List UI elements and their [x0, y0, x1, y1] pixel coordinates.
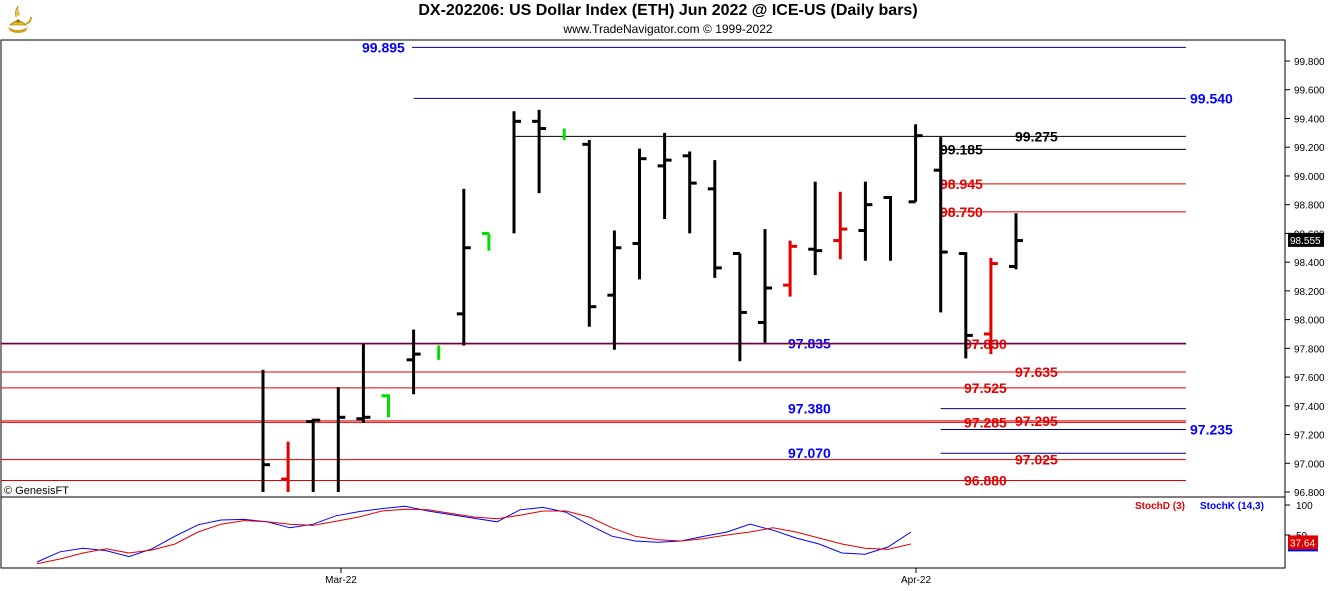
- legend-stoch-d: StochD (3): [1135, 501, 1185, 512]
- price-bar: [933, 137, 948, 313]
- y-tick-label: 97.800: [1294, 344, 1325, 355]
- stoch-line-d: [36, 508, 912, 565]
- price-bar: [481, 231, 491, 251]
- price-bar: [512, 111, 521, 234]
- price-bar: [381, 394, 390, 418]
- y-tick-label: 98.400: [1294, 258, 1325, 269]
- last-price-box: [1288, 232, 1324, 247]
- price-bar: [1009, 213, 1023, 270]
- chart-subtitle: www.TradeNavigator.com © 1999-2022: [563, 22, 773, 36]
- price-bar: [958, 252, 973, 359]
- price-bar: [281, 441, 290, 492]
- price-bar: [336, 387, 346, 492]
- y-tick-label: 99.800: [1294, 57, 1325, 68]
- stoch-last-label: 37.64: [1290, 538, 1315, 549]
- level-label-97.380: 97.380: [788, 401, 831, 417]
- price-bar: [356, 344, 371, 424]
- y-tick-label: 97.600: [1294, 373, 1325, 384]
- x-tick-label: Mar-22: [325, 575, 357, 586]
- level-label-97.525: 97.525: [964, 380, 1007, 396]
- level-label-97.235: 97.235: [1190, 422, 1233, 438]
- y-tick-label: 98.800: [1294, 201, 1325, 212]
- level-label-98.750: 98.750: [940, 204, 983, 220]
- chart-title: DX-202206: US Dollar Index (ETH) Jun 202…: [418, 2, 918, 19]
- genie-lamp-icon: [4, 3, 32, 35]
- level-label-99.185: 99.185: [940, 141, 983, 157]
- y-axis-area: [1290, 0, 1336, 591]
- x-tick-label: Apr-22: [901, 575, 931, 586]
- level-label-99.275: 99.275: [1015, 128, 1058, 144]
- ohlc-bars: [261, 109, 1023, 492]
- price-bar: [983, 257, 998, 355]
- price-bar: [808, 181, 823, 276]
- y-tick-label: 97.200: [1294, 431, 1325, 442]
- price-panel-frame: [0, 39, 1286, 569]
- price-bar: [532, 109, 547, 194]
- price-bar: [607, 230, 622, 350]
- price-bar: [406, 329, 421, 395]
- price-bar: [758, 229, 772, 343]
- price-y-axis: 99.80099.60099.40099.20099.00098.80098.6…: [1285, 57, 1325, 499]
- level-label-97.025: 97.025: [1015, 452, 1058, 468]
- stoch-y-tick-label: 100: [1296, 501, 1313, 512]
- level-label-99.540: 99.540: [1190, 90, 1233, 106]
- y-tick-label: 99.200: [1294, 143, 1325, 154]
- y-tick-label: 97.000: [1294, 459, 1325, 470]
- y-tick-label: 98.000: [1294, 316, 1325, 327]
- price-bar: [707, 160, 722, 278]
- price-bar: [306, 418, 321, 492]
- price-bar: [908, 124, 923, 204]
- price-bar: [582, 140, 597, 327]
- legend-stoch-k: StochK (14,3): [1200, 501, 1264, 512]
- support-resistance-levels: 99.895 99.540 99.275 99.185 98.945 98.750 97.8…: [1, 39, 1233, 489]
- y-tick-label: 99.400: [1294, 114, 1325, 125]
- price-bar: [632, 148, 647, 280]
- level-label-97.285: 97.285: [964, 414, 1007, 430]
- price-bar: [732, 252, 747, 362]
- price-bar: [682, 151, 697, 234]
- chart-header: DX-202206: US Dollar Index (ETH) Jun 202…: [0, 0, 1336, 40]
- last-price-label: 98.555: [1290, 236, 1321, 247]
- y-tick-label: 98.200: [1294, 287, 1325, 298]
- level-label-97.070: 97.070: [788, 445, 831, 461]
- y-tick-label: 99.600: [1294, 86, 1325, 97]
- y-tick-label: 96.800: [1294, 488, 1325, 499]
- copyright-label: © GenesisFT: [4, 485, 69, 497]
- price-bar: [657, 132, 672, 220]
- price-bar: [783, 240, 798, 297]
- price-bar: [858, 181, 873, 261]
- level-label-97.295: 97.295: [1015, 413, 1058, 429]
- level-label-99.895: 99.895: [362, 39, 405, 55]
- level-label-98.945: 98.945: [940, 176, 983, 192]
- price-bar: [883, 195, 892, 261]
- level-label-97.830: 97.830: [964, 336, 1007, 352]
- level-label-97.635: 97.635: [1015, 364, 1058, 380]
- stoch-line-k: [36, 505, 912, 563]
- price-bar: [456, 188, 471, 346]
- date-x-axis: Mar-22 Apr-22: [325, 568, 931, 586]
- level-label-96.880: 96.880: [964, 473, 1007, 489]
- price-bar: [833, 191, 848, 260]
- y-tick-label: 99.000: [1294, 172, 1325, 183]
- level-label-97.835: 97.835: [788, 335, 831, 351]
- stoch-last-box: [1288, 535, 1318, 550]
- price-bar: [261, 369, 270, 492]
- y-tick-label: 97.400: [1294, 402, 1325, 413]
